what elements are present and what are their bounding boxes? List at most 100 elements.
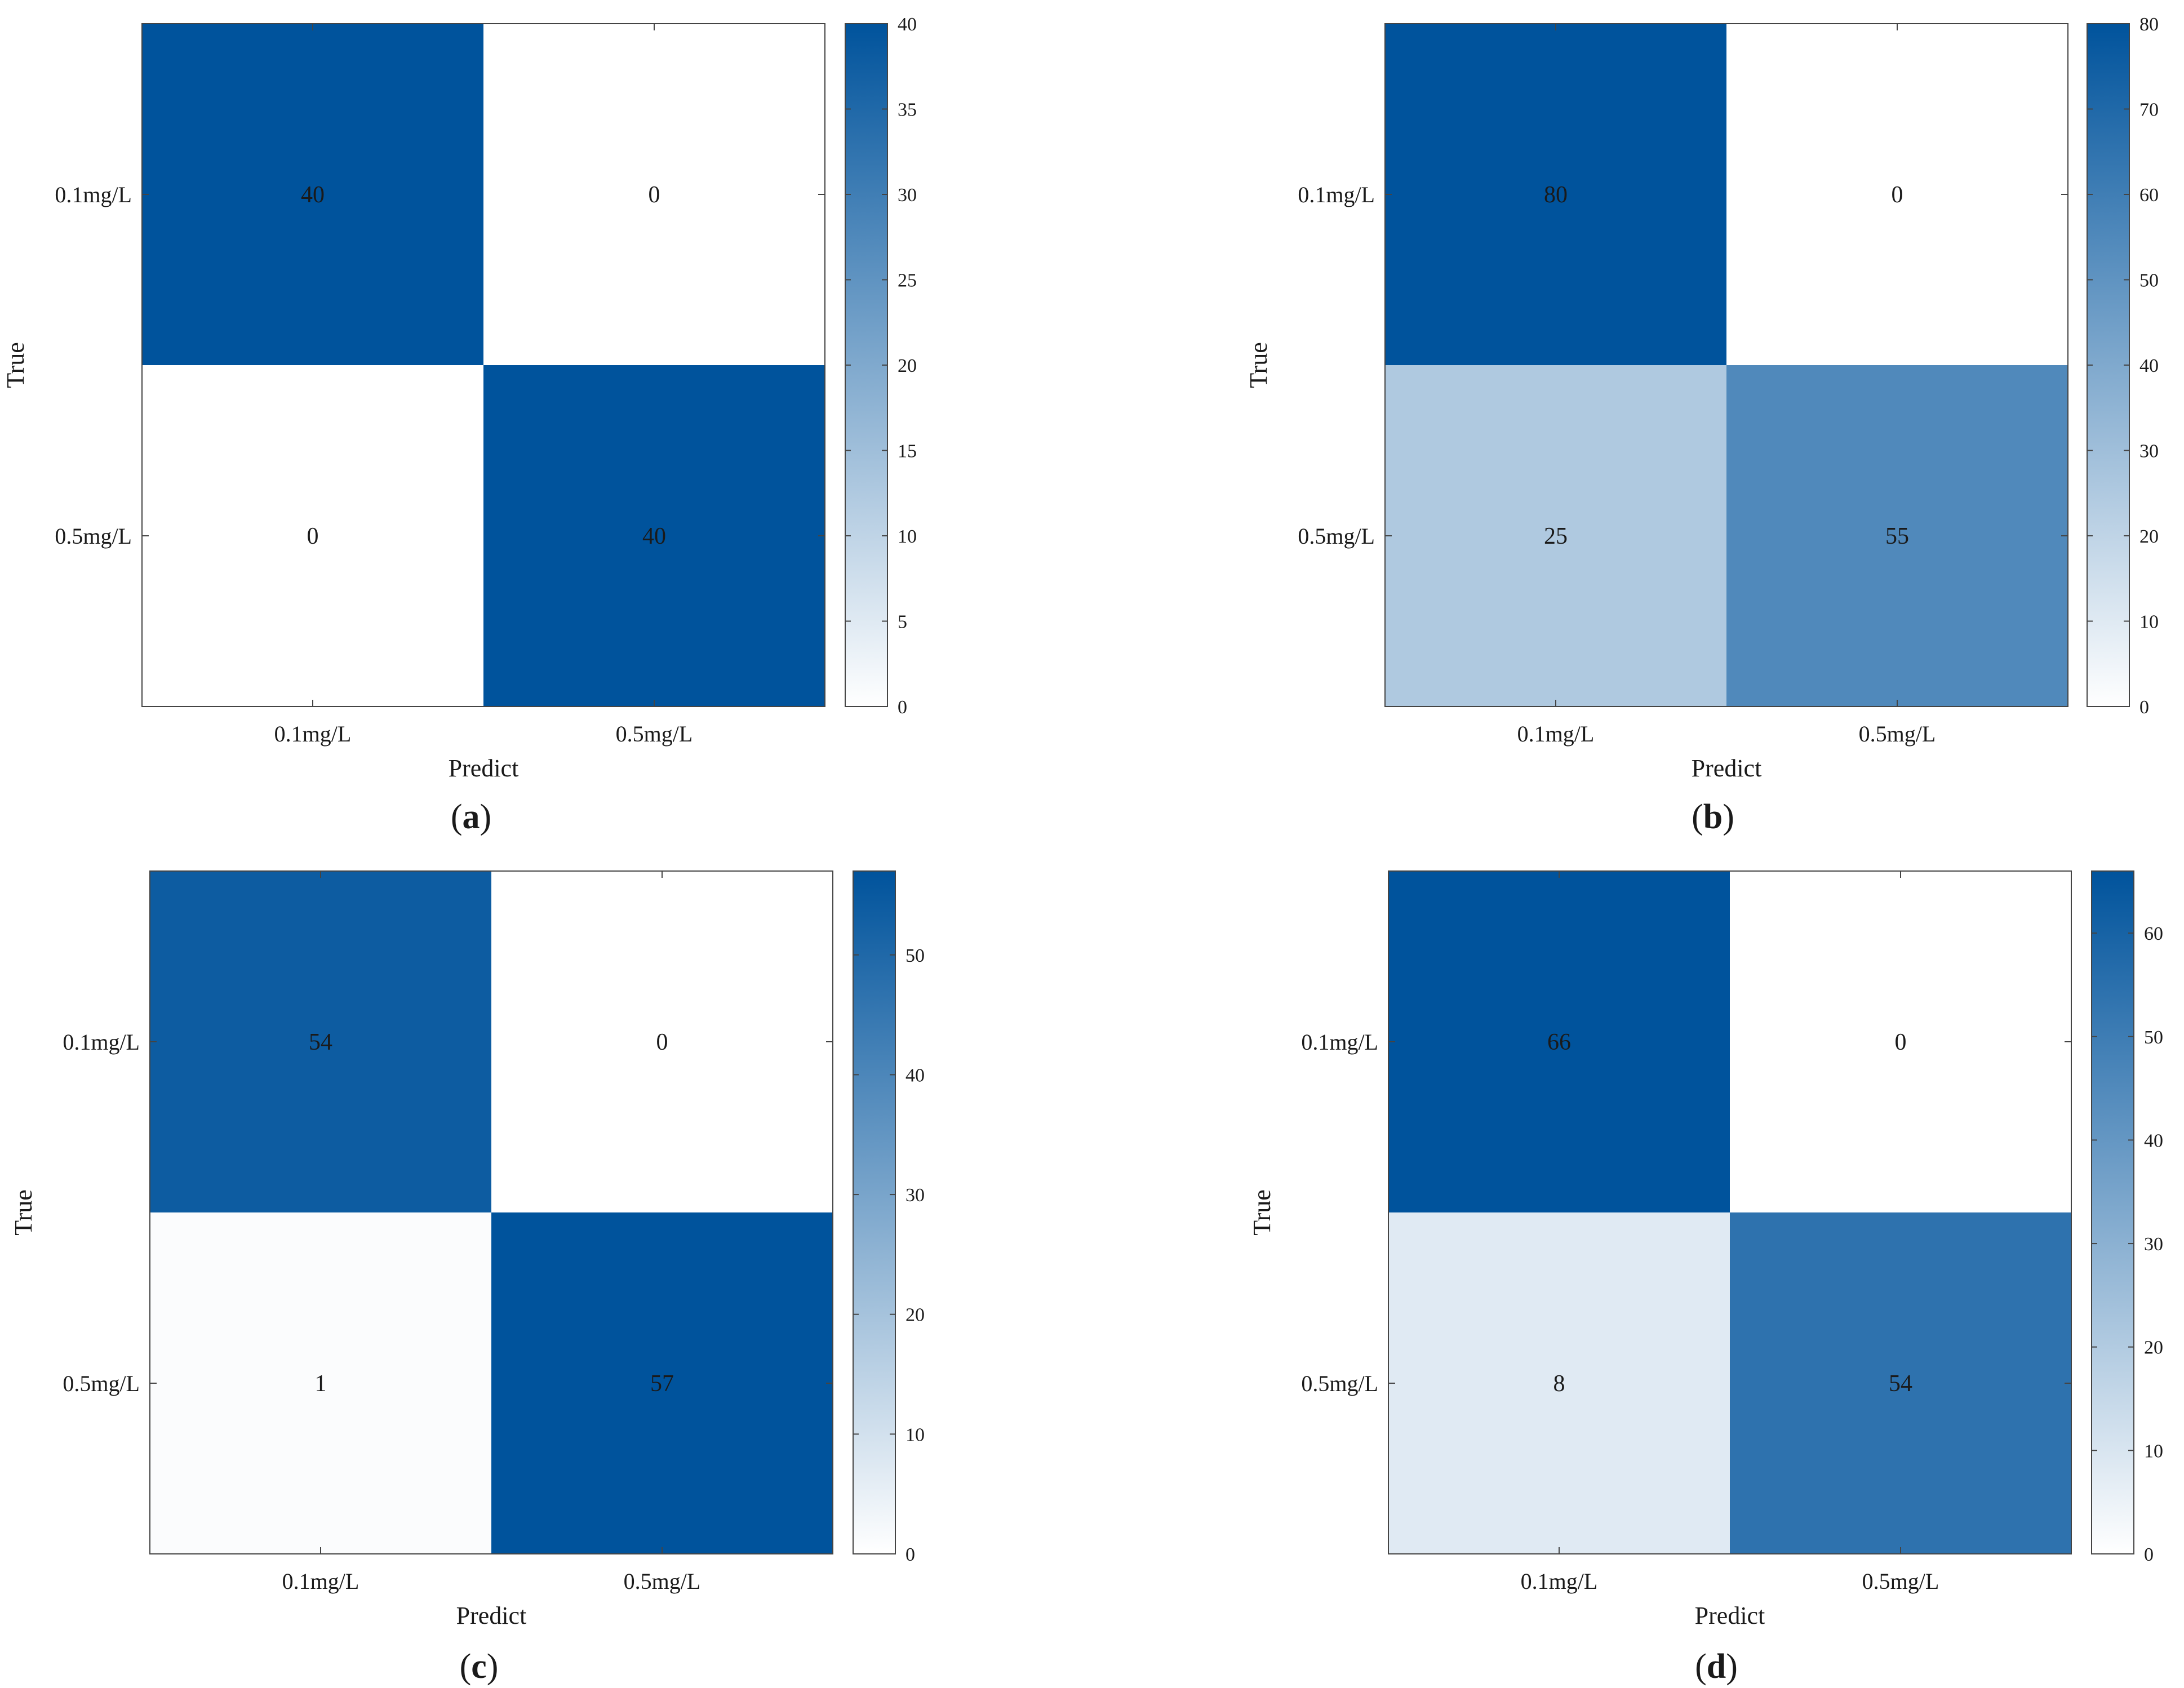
cell-value-r1-c1: 57 bbox=[650, 1371, 674, 1397]
x-tick-label: 0.5mg/L bbox=[624, 1569, 701, 1594]
x-tick-label: 0.5mg/L bbox=[616, 721, 693, 747]
y-tick-label: 0.1mg/L bbox=[1298, 182, 1375, 207]
colorbar-tick-label: 80 bbox=[2139, 14, 2159, 35]
y-tick-label: 0.1mg/L bbox=[63, 1029, 140, 1055]
colorbar-tick-label: 5 bbox=[898, 612, 907, 633]
cell-value-r0-c0: 40 bbox=[301, 182, 325, 208]
x-tick-label: 0.1mg/L bbox=[282, 1569, 359, 1594]
y-tick-label: 0.1mg/L bbox=[55, 182, 132, 207]
cell-value-r0-c0: 54 bbox=[309, 1029, 332, 1055]
colorbar-tick-label: 40 bbox=[905, 1065, 925, 1086]
x-tick-label: 0.1mg/L bbox=[274, 721, 352, 747]
cell-r0-c1 bbox=[491, 871, 833, 1212]
colorbar-tick-label: 50 bbox=[2144, 1027, 2163, 1048]
colorbar-tick-label: 40 bbox=[898, 14, 917, 35]
colorbar-tick-label: 20 bbox=[905, 1305, 925, 1326]
cell-value-r1-c1: 54 bbox=[1889, 1371, 1912, 1397]
y-axis-label: True bbox=[2, 342, 29, 388]
y-tick-label: 0.5mg/L bbox=[1301, 1371, 1378, 1396]
y-axis-label: True bbox=[1248, 1189, 1276, 1236]
cell-r1-c1 bbox=[483, 365, 825, 707]
colorbar-tick-label: 0 bbox=[2144, 1544, 2154, 1565]
panel-caption-a: (a) bbox=[451, 798, 491, 836]
panel-caption-d: (d) bbox=[1695, 1647, 1738, 1686]
x-tick-label: 0.1mg/L bbox=[1521, 1569, 1598, 1594]
colorbar-tick-label: 50 bbox=[2139, 270, 2159, 291]
y-tick-label: 0.5mg/L bbox=[63, 1371, 140, 1396]
cell-r1-c1 bbox=[491, 1212, 833, 1554]
matrix-frame bbox=[141, 23, 825, 707]
colorbar-tick-label: 30 bbox=[2144, 1234, 2163, 1255]
colorbar bbox=[2087, 23, 2130, 707]
cell-value-r0-c1: 0 bbox=[656, 1029, 668, 1055]
cell-r0-c0 bbox=[1385, 24, 1726, 365]
colorbar-tick-label: 35 bbox=[898, 100, 917, 121]
y-tick-label: 0.5mg/L bbox=[55, 523, 132, 549]
cell-value-r0-c1: 0 bbox=[649, 182, 660, 208]
colorbar-tick-label: 10 bbox=[898, 526, 917, 547]
panel-c: 54 0 1 57 0.1mg/L 0.1mg/L 0.5mg/L 0.5mg/L Predic… bbox=[10, 870, 925, 1686]
colorbar-tick-label: 15 bbox=[898, 441, 917, 462]
x-axis-label: Predict bbox=[1692, 754, 1762, 782]
cell-value-r0-c1: 0 bbox=[1895, 1029, 1907, 1055]
cell-r1-c0 bbox=[1388, 1212, 1730, 1554]
x-axis-label: Predict bbox=[1695, 1602, 1765, 1629]
cell-r1-c1 bbox=[1730, 1212, 2071, 1554]
colorbar-tick-label: 10 bbox=[2144, 1441, 2163, 1462]
colorbar-tick-label: 50 bbox=[905, 945, 925, 966]
colorbar-tick-label: 30 bbox=[905, 1185, 925, 1206]
y-axis-label: True bbox=[1245, 342, 1272, 388]
cell-value-r0-c1: 0 bbox=[1892, 182, 1903, 208]
cell-r1-c0 bbox=[150, 1212, 491, 1554]
cell-r1-c1 bbox=[1726, 365, 2068, 707]
panel-caption-c: (c) bbox=[460, 1647, 499, 1686]
cell-r1-c0 bbox=[142, 365, 483, 707]
matrix-frame bbox=[1384, 23, 2068, 707]
panel-b: 80 0 25 55 0.1mg/L 0.1mg/L 0.5mg/L 0.5mg/L Predi… bbox=[1245, 14, 2159, 836]
x-tick-label: 0.5mg/L bbox=[1862, 1569, 1939, 1594]
colorbar-tick-label: 0 bbox=[898, 697, 907, 718]
cell-r1-c0 bbox=[1385, 365, 1726, 707]
panel-caption-b: (b) bbox=[1692, 798, 1734, 836]
matrix-frame bbox=[149, 870, 833, 1554]
colorbar-tick-label: 20 bbox=[898, 356, 917, 376]
colorbar-tick-label: 20 bbox=[2144, 1338, 2163, 1358]
cell-r0-c1 bbox=[1726, 24, 2068, 365]
matrix-frame bbox=[1388, 870, 2072, 1554]
colorbar-tick-label: 10 bbox=[2139, 612, 2159, 633]
colorbar bbox=[2091, 870, 2134, 1554]
colorbar-tick-label: 10 bbox=[905, 1424, 925, 1445]
colorbar-tick-label: 30 bbox=[2139, 441, 2159, 462]
colorbar bbox=[845, 23, 888, 707]
y-axis-label: True bbox=[10, 1189, 37, 1236]
colorbar-tick-label: 60 bbox=[2139, 185, 2159, 206]
colorbar-tick-label: 0 bbox=[905, 1544, 915, 1565]
cell-r0-c0 bbox=[1388, 871, 1730, 1212]
cell-value-r0-c0: 80 bbox=[1544, 182, 1568, 208]
cell-value-r1-c1: 40 bbox=[642, 523, 666, 549]
cell-r0-c0 bbox=[142, 24, 483, 365]
colorbar-tick-label: 60 bbox=[2144, 923, 2163, 944]
colorbar-tick-label: 25 bbox=[898, 270, 917, 291]
cell-value-r0-c0: 66 bbox=[1547, 1029, 1571, 1055]
y-tick-label: 0.1mg/L bbox=[1301, 1029, 1378, 1055]
cell-value-r1-c0: 1 bbox=[315, 1371, 327, 1397]
cell-r0-c1 bbox=[1730, 871, 2071, 1212]
colorbar bbox=[853, 870, 896, 1554]
colorbar-tick-label: 40 bbox=[2139, 356, 2159, 376]
panel-a: 40 0 0 40 0.1mg/L 0.1mg/L 0.5mg/L 0.5mg/L Predic… bbox=[2, 14, 917, 836]
y-tick-label: 0.5mg/L bbox=[1298, 523, 1375, 549]
colorbar-tick-label: 70 bbox=[2139, 100, 2159, 121]
cell-r0-c0 bbox=[150, 871, 491, 1212]
cell-value-r1-c0: 0 bbox=[307, 523, 319, 549]
x-axis-label: Predict bbox=[449, 754, 519, 782]
cell-value-r1-c1: 55 bbox=[1885, 523, 1909, 549]
cell-r0-c1 bbox=[483, 24, 825, 365]
colorbar-tick-label: 30 bbox=[898, 185, 917, 206]
x-axis-label: Predict bbox=[456, 1602, 527, 1629]
cell-value-r1-c0: 25 bbox=[1544, 523, 1568, 549]
colorbar-tick-label: 20 bbox=[2139, 526, 2159, 547]
panel-d: 66 0 8 54 0.1mg/L 0.1mg/L 0.5mg/L 0.5mg/L Predic… bbox=[1248, 870, 2163, 1686]
colorbar-tick-label: 0 bbox=[2139, 697, 2149, 718]
